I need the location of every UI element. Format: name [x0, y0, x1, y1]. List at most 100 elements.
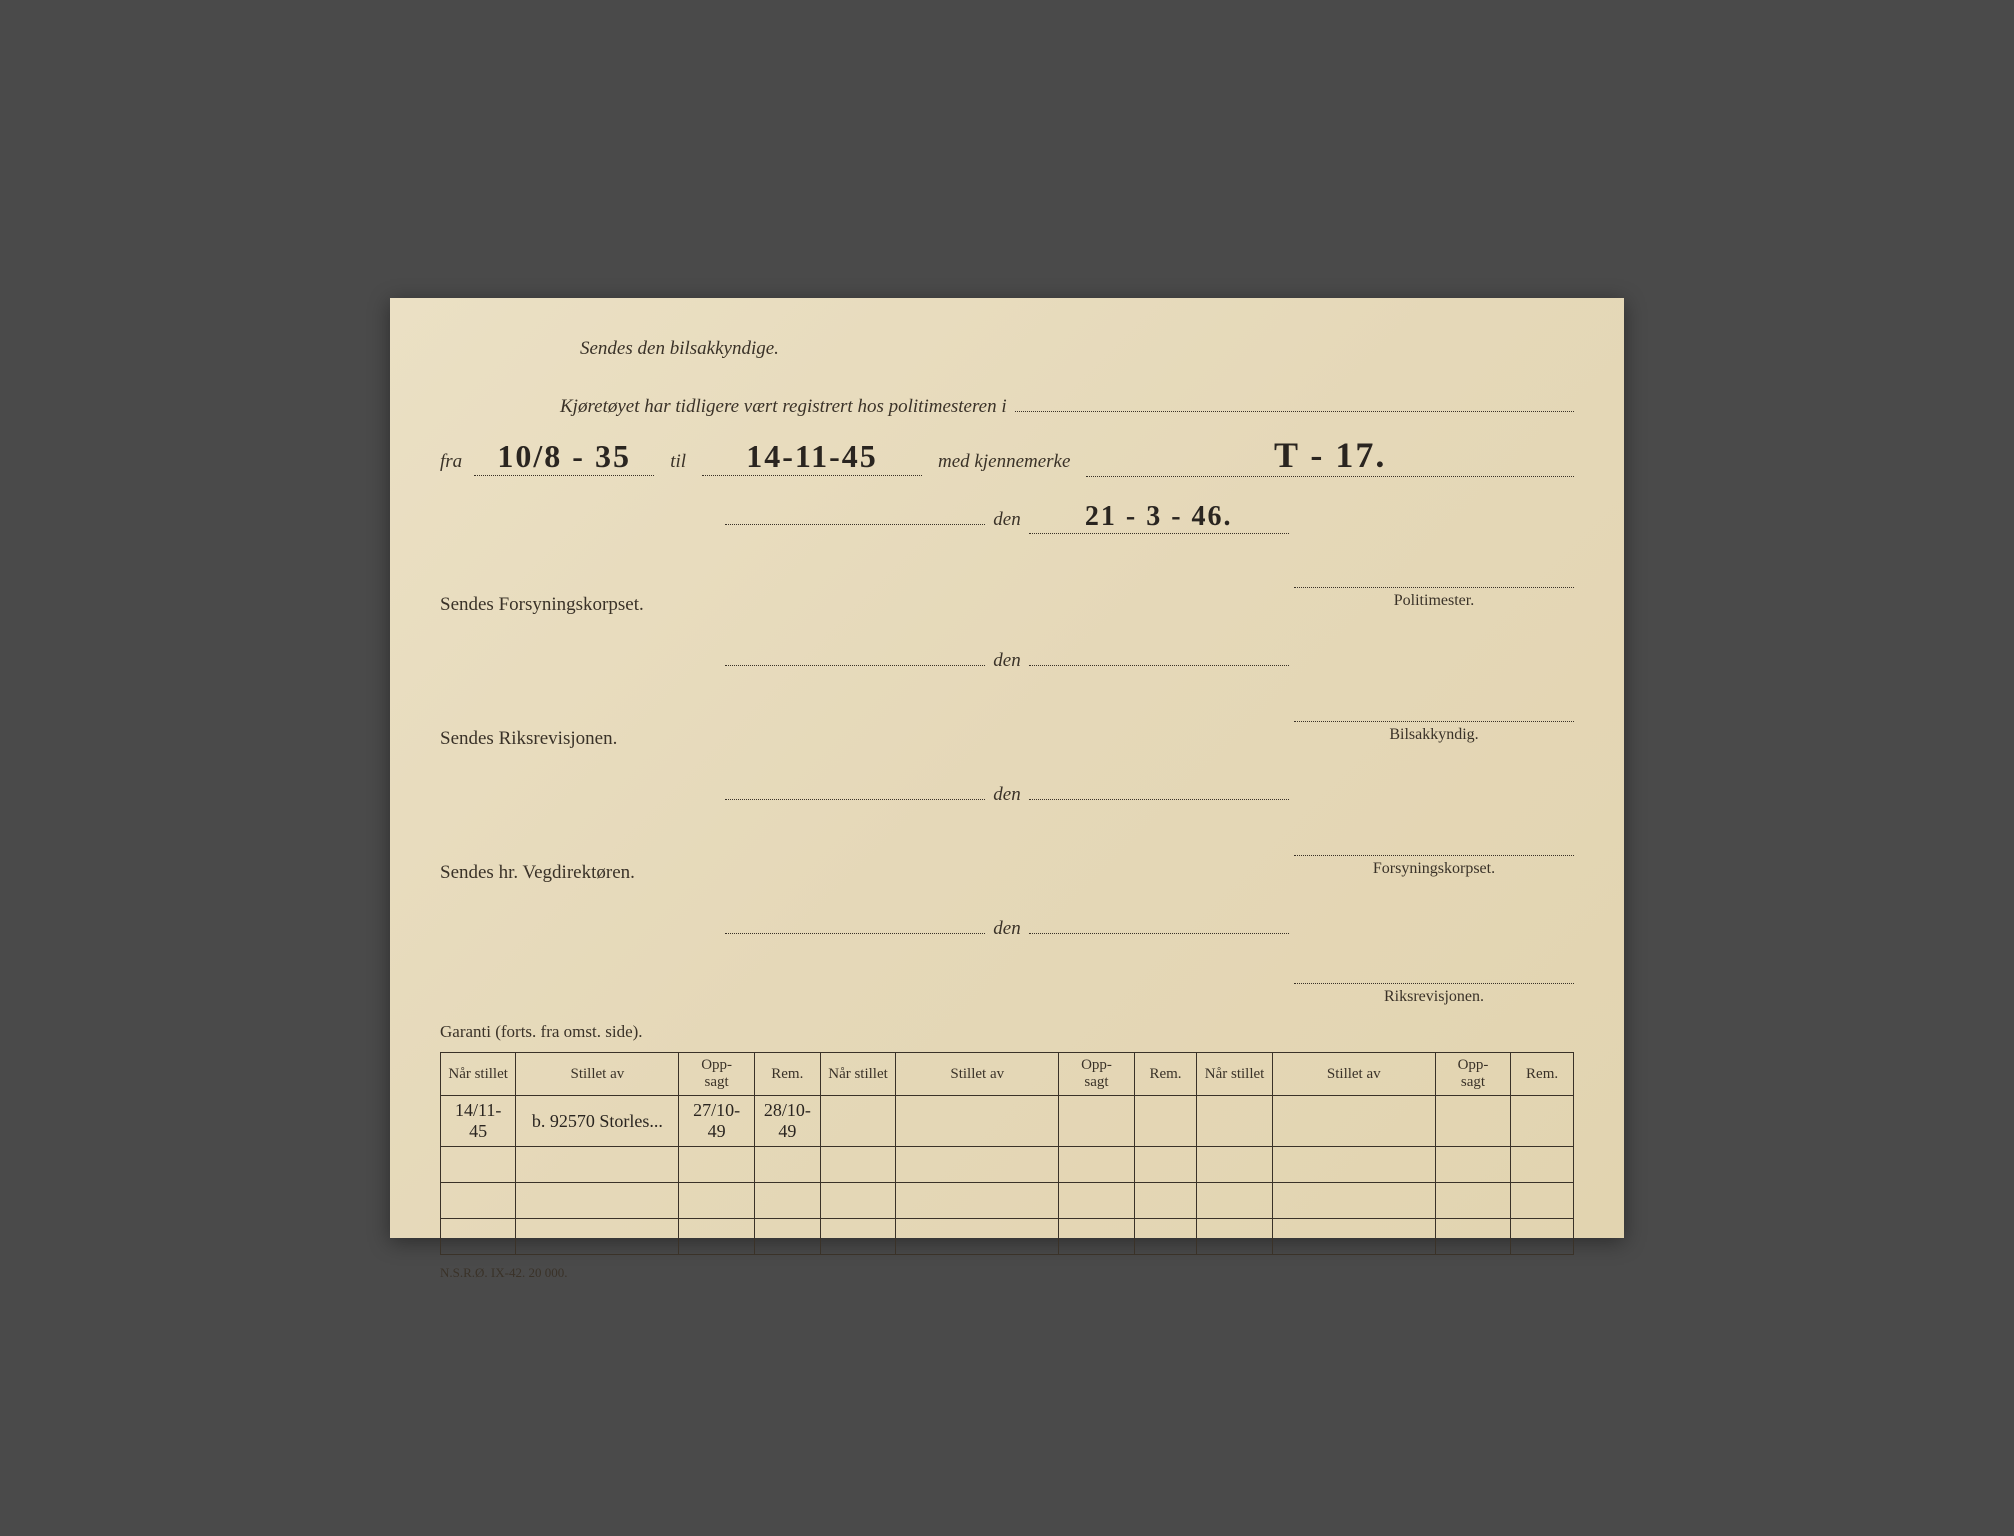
table-cell	[754, 1147, 820, 1183]
table-cell	[1272, 1219, 1435, 1255]
blank-before-den-4	[725, 910, 985, 934]
table-cell: 14/11-45	[441, 1096, 516, 1147]
table-col-8: Når stillet	[1197, 1053, 1272, 1096]
table-cell	[820, 1147, 895, 1183]
table-row	[441, 1183, 1574, 1219]
table-col-9: Stillet av	[1272, 1053, 1435, 1096]
table-col-7: Rem.	[1134, 1053, 1197, 1096]
garanti-table: Når stilletStillet avOpp-sagtRem.Når sti…	[440, 1052, 1574, 1255]
table-cell	[441, 1183, 516, 1219]
fra-value: 10/8 - 35	[497, 438, 631, 474]
table-cell	[896, 1219, 1059, 1255]
table-cell	[1197, 1096, 1272, 1147]
table-cell	[441, 1219, 516, 1255]
table-cell	[1197, 1147, 1272, 1183]
table-cell	[516, 1219, 679, 1255]
table-cell	[896, 1183, 1059, 1219]
table-col-5: Stillet av	[896, 1053, 1059, 1096]
table-col-11: Rem.	[1511, 1053, 1574, 1096]
table-row	[441, 1219, 1574, 1255]
signature-block-4: Riksrevisjonen.	[1294, 960, 1574, 1006]
table-cell	[1511, 1096, 1574, 1147]
table-cell	[1435, 1096, 1510, 1147]
table-col-6: Opp-sagt	[1059, 1053, 1134, 1096]
table-col-2: Opp-sagt	[679, 1053, 754, 1096]
politimester-blank	[1015, 388, 1574, 412]
table-row	[441, 1147, 1574, 1183]
den-blank-4	[1029, 910, 1289, 934]
table-cell: 27/10-49	[679, 1096, 754, 1147]
section-2-title: Sendes Riksrevisjonen.	[440, 728, 1294, 750]
table-cell	[1272, 1147, 1435, 1183]
table-cell	[1134, 1183, 1197, 1219]
blank-before-den-1	[725, 501, 985, 525]
table-body: 14/11-45b. 92570 Storles...27/10-4928/10…	[441, 1096, 1574, 1255]
table-cell	[1511, 1219, 1574, 1255]
den-value-line: 21 - 3 - 46.	[1029, 501, 1289, 534]
table-cell	[820, 1219, 895, 1255]
section-3-title: Sendes hr. Vegdirektøren.	[440, 862, 1294, 884]
table-cell	[1059, 1219, 1134, 1255]
den-blank-3	[1029, 776, 1289, 800]
sig-line-3	[1294, 832, 1574, 856]
table-col-10: Opp-sagt	[1435, 1053, 1510, 1096]
kjennemerke-line: T - 17.	[1086, 434, 1574, 477]
sig-line-2	[1294, 698, 1574, 722]
kjennemerke-value: T - 17.	[1274, 435, 1386, 475]
signature-block-1: Politimester.	[1294, 564, 1574, 610]
table-cell	[820, 1183, 895, 1219]
table-cell	[896, 1147, 1059, 1183]
sig-label-3: Forsyningskorpset.	[1294, 860, 1574, 878]
table-cell	[679, 1147, 754, 1183]
sig-label-2: Bilsakkyndig.	[1294, 726, 1574, 744]
table-cell	[1059, 1183, 1134, 1219]
garanti-label: Garanti (forts. fra omst. side).	[440, 1022, 1574, 1042]
header-line1: Sendes den bilsakkyndige.	[580, 338, 1574, 360]
table-cell	[1134, 1219, 1197, 1255]
table-cell	[1435, 1147, 1510, 1183]
til-value-line: 14-11-45	[702, 438, 922, 476]
fra-label: fra	[440, 451, 462, 473]
den-label-4: den	[993, 918, 1020, 940]
table-cell	[1511, 1147, 1574, 1183]
table-cell: 28/10-49	[754, 1096, 820, 1147]
table-col-1: Stillet av	[516, 1053, 679, 1096]
blank-before-den-3	[725, 776, 985, 800]
table-cell	[1197, 1183, 1272, 1219]
document-page: Sendes den bilsakkyndige. Kjøretøyet har…	[390, 298, 1624, 1238]
table-header-row: Når stilletStillet avOpp-sagtRem.Når sti…	[441, 1053, 1574, 1096]
table-cell	[1197, 1219, 1272, 1255]
den-blank-2	[1029, 642, 1289, 666]
table-cell	[516, 1183, 679, 1219]
table-cell	[754, 1219, 820, 1255]
sig-line-4	[1294, 960, 1574, 984]
table-cell	[754, 1183, 820, 1219]
til-label: til	[670, 451, 686, 473]
den-label-2: den	[993, 650, 1020, 672]
table-cell	[1134, 1096, 1197, 1147]
table-cell	[516, 1147, 679, 1183]
table-cell	[1511, 1183, 1574, 1219]
table-col-0: Når stillet	[441, 1053, 516, 1096]
table-cell	[679, 1183, 754, 1219]
table-cell	[820, 1096, 895, 1147]
table-cell: b. 92570 Storles...	[516, 1096, 679, 1147]
table-row: 14/11-45b. 92570 Storles...27/10-4928/10…	[441, 1096, 1574, 1147]
den-value: 21 - 3 - 46.	[1085, 501, 1233, 532]
fra-value-line: 10/8 - 35	[474, 438, 654, 476]
table-cell	[1059, 1096, 1134, 1147]
signature-block-2: Bilsakkyndig.	[1294, 698, 1574, 744]
header-line2: Kjøretøyet har tidligere vært registrert…	[560, 396, 1007, 418]
table-cell	[896, 1096, 1059, 1147]
signature-block-3: Forsyningskorpset.	[1294, 832, 1574, 878]
table-cell	[1134, 1147, 1197, 1183]
table-cell	[1059, 1147, 1134, 1183]
sig-line-1	[1294, 564, 1574, 588]
section-1-title: Sendes Forsyningskorpset.	[440, 594, 1294, 616]
table-cell	[1435, 1183, 1510, 1219]
sig-label-1: Politimester.	[1294, 592, 1574, 610]
sig-label-4: Riksrevisjonen.	[1294, 988, 1574, 1006]
den-label-1: den	[993, 509, 1020, 531]
table-cell	[1272, 1183, 1435, 1219]
blank-before-den-2	[725, 642, 985, 666]
